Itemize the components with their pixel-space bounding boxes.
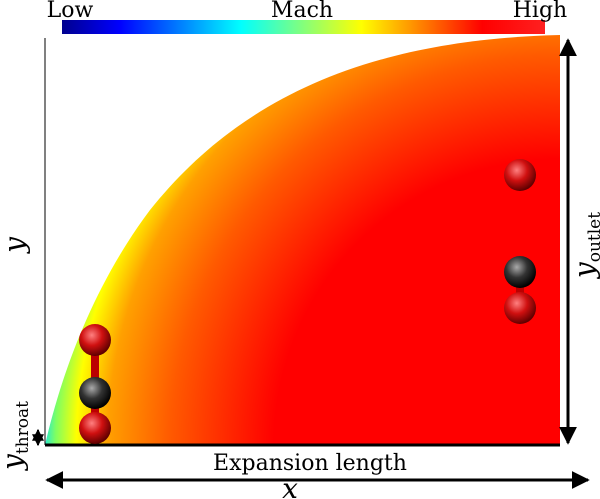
flow-field <box>45 35 560 445</box>
colorbar-high: High <box>513 0 567 23</box>
colorbar-low: Low <box>47 0 94 23</box>
x-label: x <box>282 472 298 499</box>
molecule <box>79 324 111 444</box>
expansion-label: Expansion length <box>213 451 407 476</box>
y-outlet-label: youtlet <box>568 212 600 280</box>
colorbar-title: Mach <box>271 0 333 23</box>
y-throat-label: ythroat <box>0 401 33 472</box>
y-outlet-base: y <box>568 261 600 280</box>
y-throat-sub: throat <box>13 401 33 454</box>
y-outlet-sub: outlet <box>585 212 600 263</box>
y-label: y <box>0 236 31 255</box>
colorbar <box>62 20 545 34</box>
y-throat-base: y <box>0 453 29 472</box>
molecule <box>504 159 536 324</box>
